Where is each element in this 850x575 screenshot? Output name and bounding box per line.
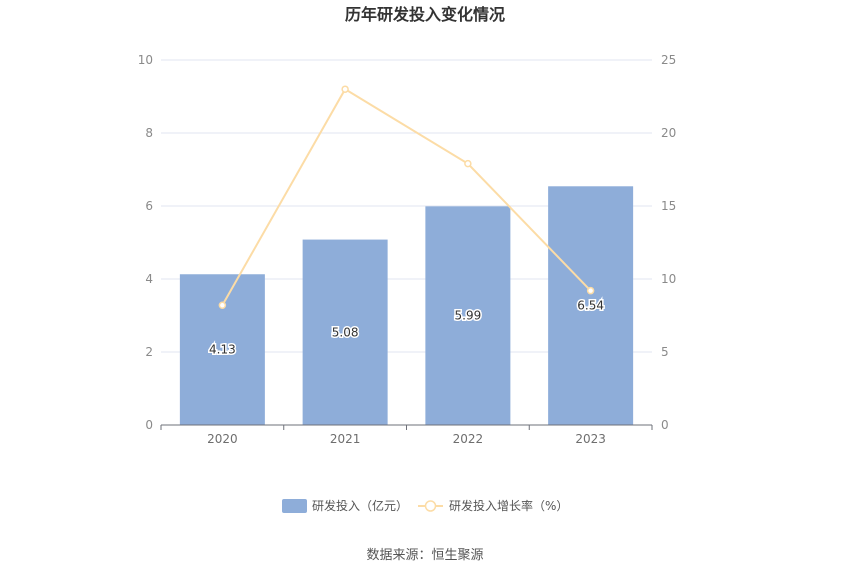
legend-line-label: 研发投入增长率（%）	[449, 498, 568, 513]
bar-2021	[302, 239, 388, 425]
x-axis: 2020 2021 2022 2023	[160, 424, 653, 446]
y-left-tick-label: 4	[145, 272, 153, 286]
bar-series	[179, 186, 634, 425]
y-left-tick-label: 10	[138, 53, 153, 67]
bar-value-label: 6.54	[577, 299, 604, 313]
y-right-tick-label: 25	[661, 53, 676, 67]
y-right-tick-label: 0	[661, 418, 669, 432]
bar-2020	[179, 274, 265, 425]
x-tick-label: 2023	[575, 432, 606, 446]
growth-rate-point-2023	[586, 286, 595, 295]
growth-rate-line	[221, 87, 592, 306]
y-axis-left: 0 2 4 6 8 10	[138, 53, 153, 432]
growth-rate-point-2020	[218, 301, 227, 310]
legend-item-bar[interactable]: 研发投入（亿元）	[282, 498, 408, 513]
bar-2022	[425, 206, 511, 425]
bar-value-label: 5.99	[455, 309, 482, 323]
bar-value-labels: 4.13 5.08 5.99 6.54	[208, 297, 606, 358]
source-note: 数据来源：恒生聚源	[366, 548, 483, 563]
y-right-tick-label: 10	[661, 272, 676, 286]
bar-value-label: 5.08	[332, 325, 359, 339]
x-tick-label: 2022	[453, 432, 484, 446]
y-right-tick-label: 15	[661, 199, 676, 213]
growth-rate-point-2022	[464, 159, 472, 168]
y-left-tick-label: 2	[145, 345, 153, 359]
y-right-tick-label: 20	[661, 126, 676, 140]
y-right-tick-label: 5	[661, 345, 669, 359]
chart-title: 历年研发投入变化情况	[345, 5, 505, 24]
x-tick-label: 2020	[207, 432, 238, 446]
legend-line-marker	[424, 500, 437, 512]
x-tick-label: 2021	[330, 432, 361, 446]
line-series	[218, 85, 595, 310]
y-left-tick-label: 8	[145, 126, 153, 140]
legend-item-line[interactable]: 研发投入增长率（%）	[418, 498, 568, 513]
growth-rate-point-2021	[341, 85, 349, 93]
y-axis-right: 0 5 10 15 20 25	[661, 53, 676, 432]
y-left-tick-label: 6	[145, 199, 153, 213]
bar-2023	[548, 186, 634, 425]
legend-bar-label: 研发投入（亿元）	[312, 498, 408, 513]
legend-bar-swatch	[282, 499, 307, 513]
y-left-tick-label: 0	[145, 418, 153, 432]
bar-value-label: 4.13	[209, 343, 236, 357]
legend: 研发投入（亿元） 研发投入增长率（%）	[282, 498, 568, 513]
